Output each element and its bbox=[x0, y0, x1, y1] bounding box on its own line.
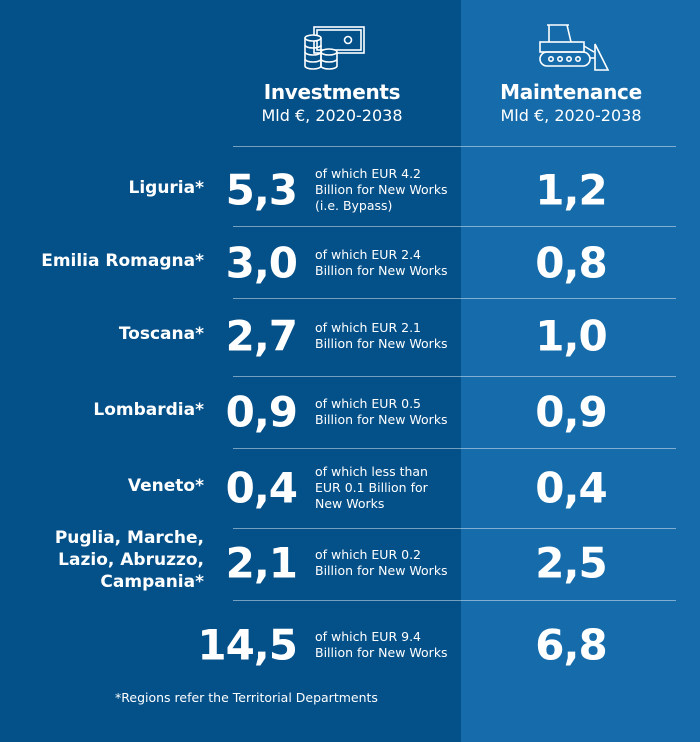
investment-value: 0,4 bbox=[225, 463, 298, 513]
investment-value: 5,3 bbox=[225, 165, 298, 215]
bulldozer-icon bbox=[539, 24, 610, 71]
region-label: Emilia Romagna* bbox=[41, 251, 204, 271]
investment-note: of which EUR 0.5 Billion for New Works bbox=[315, 396, 448, 427]
divider bbox=[233, 448, 676, 449]
maintenance-value: 1,2 bbox=[535, 165, 607, 215]
maintenance-value: 0,8 bbox=[535, 238, 607, 288]
region-label: Liguria* bbox=[128, 178, 204, 198]
investment-value: 2,7 bbox=[225, 311, 298, 361]
divider bbox=[233, 298, 676, 299]
region-label: Toscana* bbox=[118, 324, 204, 344]
investment-note: of which EUR 0.2 Billion for New Works bbox=[315, 547, 448, 578]
region-label: Lombardia* bbox=[93, 400, 204, 420]
divider bbox=[233, 528, 676, 529]
total-maintenance: 6,8 bbox=[535, 620, 607, 670]
investment-value: 2,1 bbox=[225, 538, 298, 588]
investment-note: of which EUR 2.4 Billion for New Works bbox=[315, 247, 448, 278]
investment-note: of which EUR 2.1 Billion for New Works bbox=[315, 320, 448, 351]
maintenance-panel bbox=[461, 0, 700, 742]
investment-value: 3,0 bbox=[225, 238, 298, 288]
divider bbox=[233, 376, 676, 377]
investments-title: Investments bbox=[263, 80, 401, 104]
investments-subtitle: Mld €, 2020-2038 bbox=[261, 106, 403, 125]
footnote: *Regions refer the Territorial Departmen… bbox=[115, 690, 378, 705]
investments-header: Investments Mld €, 2020-2038 bbox=[232, 80, 432, 125]
region-label: Puglia, Marche, Lazio, Abruzzo, Campania… bbox=[54, 528, 204, 592]
maintenance-value: 0,4 bbox=[535, 463, 607, 513]
investment-value: 0,9 bbox=[225, 387, 298, 437]
money-coins-icon bbox=[304, 26, 365, 70]
investment-note: of which EUR 4.2 Billion for New Works (… bbox=[315, 166, 448, 213]
maintenance-value: 2,5 bbox=[535, 538, 607, 588]
divider bbox=[233, 226, 676, 227]
divider bbox=[233, 600, 676, 601]
divider bbox=[233, 146, 676, 147]
maintenance-header: Maintenance Mld €, 2020-2038 bbox=[471, 80, 671, 125]
investment-note: of which less than EUR 0.1 Billion for N… bbox=[315, 464, 428, 511]
maintenance-subtitle: Mld €, 2020-2038 bbox=[500, 106, 642, 125]
total-note: of which EUR 9.4 Billion for New Works bbox=[315, 629, 448, 660]
maintenance-title: Maintenance bbox=[500, 80, 642, 104]
region-label: Veneto* bbox=[127, 476, 204, 496]
maintenance-value: 1,0 bbox=[535, 311, 607, 361]
maintenance-value: 0,9 bbox=[535, 387, 607, 437]
total-investment: 14,5 bbox=[197, 620, 298, 670]
